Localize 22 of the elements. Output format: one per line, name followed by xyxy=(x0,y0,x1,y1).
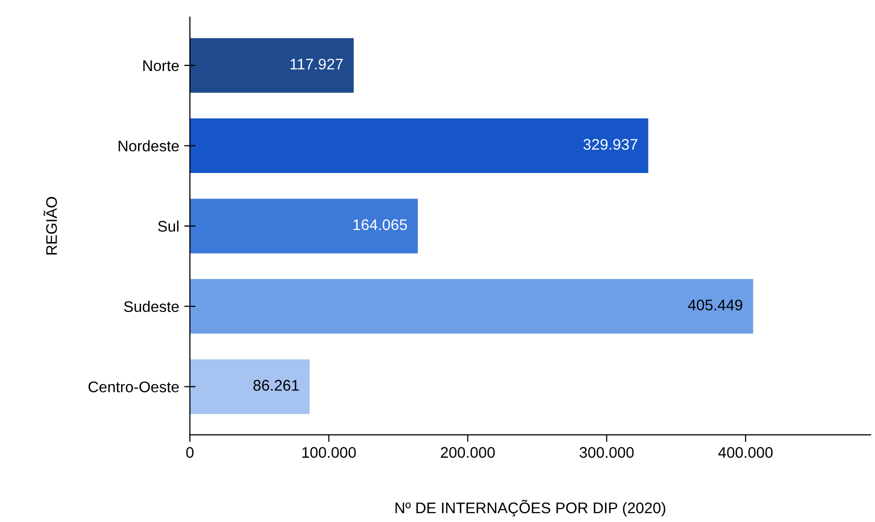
data-label: 164.065 xyxy=(354,219,407,230)
y-tick-label: Sudeste xyxy=(124,300,179,312)
data-label: 117.927 xyxy=(290,58,343,70)
y-tick-label: Centro-Oeste xyxy=(88,382,179,392)
y-axis-title: REGIÃO xyxy=(43,197,57,254)
bar xyxy=(190,279,754,334)
data-label: 86.261 xyxy=(253,380,299,391)
y-tick-label: Norte xyxy=(143,60,179,72)
y-tick-label: Nordeste xyxy=(118,140,179,152)
bar xyxy=(190,359,310,414)
bar xyxy=(190,38,354,93)
x-axis-title: Nº DE INTERNAÇÕES POR DIP (2020) xyxy=(396,500,666,516)
x-tick-label: 400.000 xyxy=(718,447,773,458)
x-tick-label: 300.000 xyxy=(580,447,634,458)
x-tick-label: 200.000 xyxy=(440,447,495,458)
bar xyxy=(190,198,418,254)
y-tick-label: Sul xyxy=(158,220,178,232)
data-label: 329.937 xyxy=(583,139,638,150)
x-tick-label: 100.000 xyxy=(302,447,356,458)
data-label: 405.449 xyxy=(688,300,742,310)
bar xyxy=(190,118,648,174)
x-tick-label: 0 xyxy=(186,447,194,458)
